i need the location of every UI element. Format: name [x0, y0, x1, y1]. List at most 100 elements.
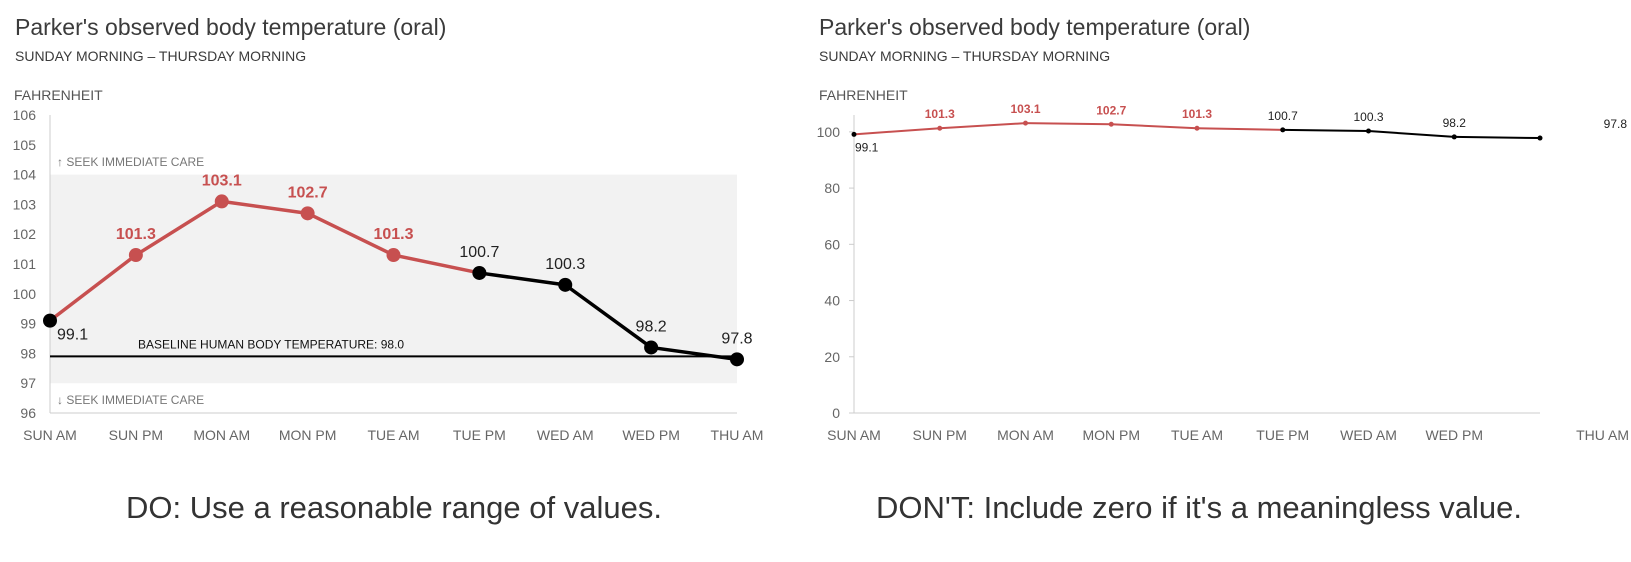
series-line-segment — [477, 271, 567, 287]
data-point — [1023, 120, 1028, 126]
x-tick-label: TUE AM — [1171, 427, 1223, 443]
series-line-segment — [1111, 123, 1198, 130]
series-line-segment — [220, 199, 310, 216]
series-line-segment — [1025, 122, 1112, 126]
data-label: 102.7 — [288, 184, 328, 201]
data-label: 100.3 — [1353, 110, 1383, 124]
y-tick-label: 80 — [824, 180, 840, 196]
chart-plot-dont: 0 20 40 60 80 100 SUN AM SUN PM MON AM MON PM TUE … — [817, 102, 1629, 443]
data-label: 103.1 — [202, 172, 242, 189]
data-point — [214, 194, 229, 209]
series-line-segment — [563, 283, 653, 350]
chart-panel-do: Parker's observed body temperature (oral… — [0, 0, 800, 562]
series-line-segment — [134, 199, 224, 257]
annotation-upper: ↑ SEEK IMMEDIATE CARE — [57, 155, 204, 169]
series-line-segment — [853, 127, 940, 136]
x-tick-label: TUE PM — [453, 427, 506, 443]
x-tick-label: MON PM — [1082, 427, 1140, 443]
y-tick-label: 96 — [20, 405, 36, 421]
caption-do: DO: Use a reasonable range of values. — [126, 490, 662, 525]
series-line-segment — [48, 253, 138, 323]
data-label: 100.7 — [1268, 109, 1298, 123]
data-point — [1280, 127, 1286, 133]
annotation-lower: ↓ SEEK IMMEDIATE CARE — [57, 393, 204, 407]
normal-range-band — [50, 174, 737, 384]
data-point — [558, 277, 573, 292]
x-tick-label: WED PM — [622, 427, 680, 443]
series-line-segment — [1282, 128, 1369, 133]
data-point — [1537, 135, 1543, 141]
data-point — [300, 206, 315, 221]
x-tick-label: MON AM — [997, 427, 1054, 443]
x-tick-label: SUN AM — [23, 427, 77, 443]
y-axis-unit-label: FAHRENHEIT — [14, 87, 103, 103]
data-label: 100.7 — [459, 244, 499, 261]
caption-dont: DON'T: Include zero if it's a meaningles… — [876, 490, 1522, 525]
x-tick-label: WED PM — [1425, 427, 1483, 443]
data-point — [937, 125, 943, 131]
y-tick-label: 97 — [20, 375, 36, 391]
y-tick-label: 40 — [824, 293, 840, 309]
x-tick-label: SUN PM — [913, 427, 967, 443]
series-line-segment — [1368, 130, 1455, 138]
chart-title: Parker's observed body temperature (oral… — [819, 14, 1251, 40]
data-label: 97.8 — [721, 330, 752, 347]
y-tick-label: 101 — [13, 256, 37, 272]
y-tick-label: 102 — [13, 226, 37, 242]
series-line-segment — [305, 211, 396, 257]
chart-subtitle: SUNDAY MORNING – THURSDAY MORNING — [819, 48, 1111, 64]
series-line-segment — [391, 253, 482, 275]
data-label: 102.7 — [1096, 103, 1126, 117]
series-line-segment — [1454, 135, 1541, 140]
chart-plot-do: 96 97 98 99 100 101 102 103 104 105 106 SUN AM SUN P… — [13, 107, 764, 443]
x-tick-label: SUN PM — [109, 427, 163, 443]
y-tick-label: 100 — [817, 124, 841, 140]
y-tick-label: 105 — [13, 137, 37, 153]
y-tick-label: 106 — [13, 107, 37, 123]
y-tick-label: 0 — [832, 405, 840, 421]
data-label: 101.3 — [925, 107, 955, 121]
data-label: 98.2 — [636, 318, 667, 335]
data-point — [43, 313, 57, 328]
data-point — [730, 352, 744, 367]
data-label: 99.1 — [855, 140, 879, 154]
y-tick-label: 60 — [824, 236, 840, 252]
x-tick-label: TUE PM — [1256, 427, 1309, 443]
x-tick-label: WED AM — [537, 427, 594, 443]
x-tick-label: THU AM — [711, 427, 764, 443]
chart-subtitle: SUNDAY MORNING – THURSDAY MORNING — [15, 48, 307, 64]
data-point — [851, 131, 857, 137]
y-tick-label: 100 — [13, 286, 37, 302]
data-label: 103.1 — [1010, 102, 1040, 116]
data-label: 97.8 — [1604, 117, 1628, 131]
data-point — [1366, 128, 1371, 134]
y-tick-label: 99 — [20, 316, 36, 332]
data-label: 98.2 — [1443, 116, 1467, 130]
x-tick-label: THU AM — [1576, 427, 1629, 443]
data-point — [472, 265, 487, 280]
chart-panel-dont: Parker's observed body temperature (oral… — [805, 0, 1631, 562]
x-tick-label: WED AM — [1340, 427, 1397, 443]
x-tick-label: TUE AM — [367, 427, 419, 443]
data-point — [386, 248, 401, 263]
data-label: 101.3 — [373, 226, 413, 243]
y-tick-label: 104 — [13, 167, 37, 183]
y-tick-label: 98 — [20, 345, 36, 361]
data-point — [644, 340, 659, 355]
data-label: 101.3 — [116, 226, 156, 243]
series-line-segment — [939, 122, 1026, 130]
series-line-segment — [1196, 127, 1283, 131]
y-tick-label: 103 — [13, 196, 37, 212]
data-label: 101.3 — [1182, 107, 1212, 121]
x-tick-label: MON PM — [279, 427, 337, 443]
x-tick-label: SUN AM — [827, 427, 881, 443]
data-point — [1108, 121, 1114, 127]
data-point — [1451, 134, 1457, 140]
y-tick-label: 20 — [824, 349, 840, 365]
data-point — [128, 248, 143, 263]
data-point — [1194, 125, 1200, 131]
chart-title: Parker's observed body temperature (oral… — [15, 14, 447, 40]
data-label: 100.3 — [545, 256, 585, 273]
baseline-label: BASELINE HUMAN BODY TEMPERATURE: 98.0 — [138, 337, 404, 351]
x-tick-label: MON AM — [193, 427, 250, 443]
